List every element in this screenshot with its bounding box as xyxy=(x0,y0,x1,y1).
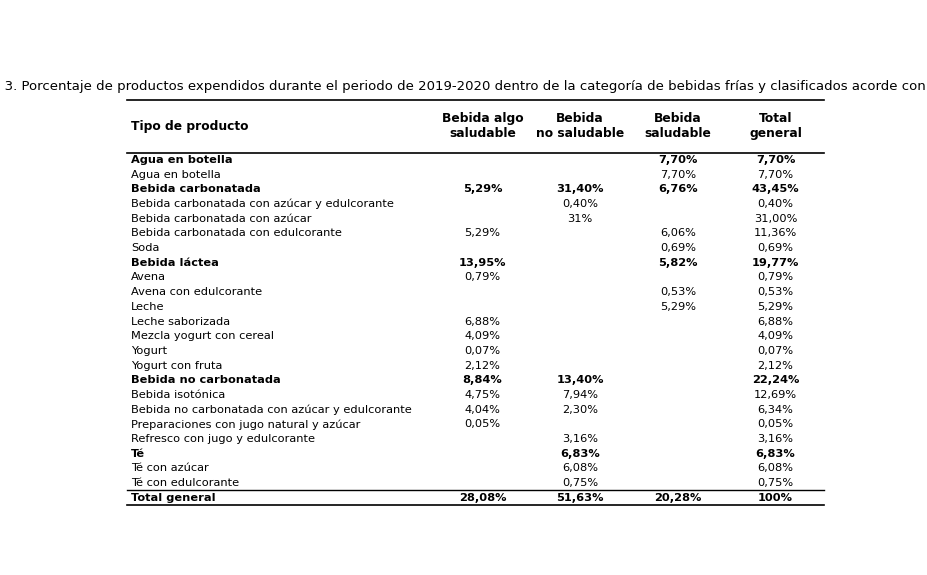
Text: 0,75%: 0,75% xyxy=(756,478,793,488)
Text: 5,29%: 5,29% xyxy=(463,185,502,194)
Text: 0,40%: 0,40% xyxy=(756,199,793,209)
Text: 0,53%: 0,53% xyxy=(659,287,695,297)
Text: Agua en botella: Agua en botella xyxy=(131,170,221,179)
Text: 3,16%: 3,16% xyxy=(562,434,598,444)
Text: Total
general: Total general xyxy=(748,112,801,140)
Text: Bebida algo
saludable: Bebida algo saludable xyxy=(441,112,523,140)
Text: 7,94%: 7,94% xyxy=(562,390,598,400)
Text: 6,08%: 6,08% xyxy=(756,463,793,473)
Text: Yogurt: Yogurt xyxy=(131,346,167,356)
Text: 0,40%: 0,40% xyxy=(562,199,598,209)
Text: Mezcla yogurt con cereal: Mezcla yogurt con cereal xyxy=(131,331,273,341)
Text: Bebida carbonatada: Bebida carbonatada xyxy=(131,185,260,194)
Text: 28,08%: 28,08% xyxy=(458,493,506,503)
Text: 0,79%: 0,79% xyxy=(464,273,500,282)
Text: 5,29%: 5,29% xyxy=(756,302,793,312)
Text: 4,09%: 4,09% xyxy=(756,331,793,341)
Text: Refresco con jugo y edulcorante: Refresco con jugo y edulcorante xyxy=(131,434,315,444)
Text: 0,53%: 0,53% xyxy=(756,287,793,297)
Text: 31,40%: 31,40% xyxy=(556,185,603,194)
Text: 2,12%: 2,12% xyxy=(464,361,500,371)
Text: 0,75%: 0,75% xyxy=(562,478,598,488)
Text: Leche saborizada: Leche saborizada xyxy=(131,317,230,327)
Text: Agua en botella: Agua en botella xyxy=(131,155,233,165)
Text: Total general: Total general xyxy=(131,493,215,503)
Text: 4,04%: 4,04% xyxy=(464,405,500,415)
Text: 6,88%: 6,88% xyxy=(464,317,500,327)
Text: 7,70%: 7,70% xyxy=(756,170,793,179)
Text: 8,84%: 8,84% xyxy=(463,375,502,385)
Text: 0,07%: 0,07% xyxy=(756,346,793,356)
Text: 31%: 31% xyxy=(567,214,592,224)
Text: 3,16%: 3,16% xyxy=(756,434,793,444)
Text: 12,69%: 12,69% xyxy=(754,390,796,400)
Text: 2,30%: 2,30% xyxy=(562,405,598,415)
Text: Avena: Avena xyxy=(131,273,166,282)
Text: Bebida láctea: Bebida láctea xyxy=(131,258,219,268)
Text: Avena con edulcorante: Avena con edulcorante xyxy=(131,287,262,297)
Text: 0,07%: 0,07% xyxy=(464,346,500,356)
Text: 0,79%: 0,79% xyxy=(756,273,793,282)
Text: 7,70%: 7,70% xyxy=(756,155,794,165)
Text: 6,83%: 6,83% xyxy=(560,448,600,459)
Text: 7,70%: 7,70% xyxy=(657,155,697,165)
Text: Bebida isotónica: Bebida isotónica xyxy=(131,390,225,400)
Text: Preparaciones con jugo natural y azúcar: Preparaciones con jugo natural y azúcar xyxy=(131,419,360,430)
Text: 5,29%: 5,29% xyxy=(464,228,500,239)
Text: 4,09%: 4,09% xyxy=(464,331,500,341)
Text: 51,63%: 51,63% xyxy=(556,493,603,503)
Text: Bebida no carbonatada con azúcar y edulcorante: Bebida no carbonatada con azúcar y edulc… xyxy=(131,404,412,415)
Text: 7,70%: 7,70% xyxy=(659,170,695,179)
Text: 43,45%: 43,45% xyxy=(751,185,798,194)
Text: Té: Té xyxy=(131,448,145,459)
Text: 5,29%: 5,29% xyxy=(659,302,695,312)
Text: 0,05%: 0,05% xyxy=(464,419,500,430)
Text: 22,24%: 22,24% xyxy=(751,375,798,385)
Text: 2,12%: 2,12% xyxy=(756,361,793,371)
Text: Bebida carbonatada con azúcar: Bebida carbonatada con azúcar xyxy=(131,214,311,224)
Text: 11,36%: 11,36% xyxy=(753,228,796,239)
Text: Leche: Leche xyxy=(131,302,164,312)
Text: 0,69%: 0,69% xyxy=(756,243,793,253)
Text: 6,83%: 6,83% xyxy=(755,448,794,459)
Text: Soda: Soda xyxy=(131,243,159,253)
Text: Tipo de producto: Tipo de producto xyxy=(131,120,248,133)
Text: Yogurt con fruta: Yogurt con fruta xyxy=(131,361,222,371)
Text: 6,06%: 6,06% xyxy=(659,228,695,239)
Text: Bebida carbonatada con edulcorante: Bebida carbonatada con edulcorante xyxy=(131,228,342,239)
Text: 19,77%: 19,77% xyxy=(751,258,798,268)
Text: Té con edulcorante: Té con edulcorante xyxy=(131,478,239,488)
Text: Bebida carbonatada con azúcar y edulcorante: Bebida carbonatada con azúcar y edulcora… xyxy=(131,199,394,209)
Text: 100%: 100% xyxy=(757,493,793,503)
Text: 0,69%: 0,69% xyxy=(659,243,695,253)
Text: Bebida no carbonatada: Bebida no carbonatada xyxy=(131,375,281,385)
Text: 5,82%: 5,82% xyxy=(657,258,697,268)
Text: 13,40%: 13,40% xyxy=(556,375,603,385)
Text: 31,00%: 31,00% xyxy=(753,214,796,224)
Text: 6,34%: 6,34% xyxy=(756,405,793,415)
Text: 13,95%: 13,95% xyxy=(458,258,506,268)
Text: Bebida
no saludable: Bebida no saludable xyxy=(536,112,624,140)
Text: 6,88%: 6,88% xyxy=(756,317,793,327)
Text: Tabla 3. Porcentaje de productos expendidos durante el periodo de 2019-2020 dent: Tabla 3. Porcentaje de productos expendi… xyxy=(0,80,927,93)
Text: 6,76%: 6,76% xyxy=(657,185,697,194)
Text: 6,08%: 6,08% xyxy=(562,463,598,473)
Text: Bebida
saludable: Bebida saludable xyxy=(643,112,711,140)
Text: 4,75%: 4,75% xyxy=(464,390,500,400)
Text: Té con azúcar: Té con azúcar xyxy=(131,463,209,473)
Text: 20,28%: 20,28% xyxy=(654,493,701,503)
Text: 0,05%: 0,05% xyxy=(756,419,793,430)
